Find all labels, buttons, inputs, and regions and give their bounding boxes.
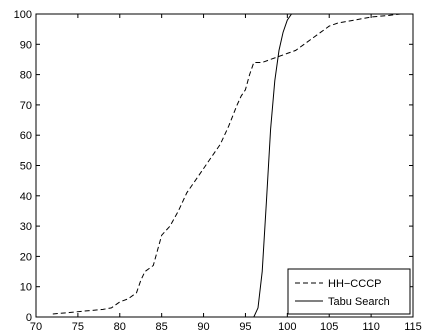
y-tick-label-7: 70	[20, 100, 32, 112]
x-tick-label-8: 110	[362, 321, 380, 333]
x-tick-label-3: 85	[156, 321, 168, 333]
y-tick-label-0: 0	[26, 312, 32, 324]
x-tick-label-9: 115	[404, 321, 422, 333]
plot-area	[52, 13, 401, 318]
y-tick-label-8: 80	[20, 70, 32, 82]
legend: HH−CCCP Tabu Search	[287, 268, 411, 315]
x-tick-label-0: 70	[30, 321, 42, 333]
y-tick-label-4: 40	[20, 191, 32, 203]
legend-label-1: Tabu Search	[328, 296, 390, 308]
legend-box	[287, 268, 411, 315]
x-tick-label-7: 105	[320, 321, 338, 333]
y-tick-label-1: 10	[20, 282, 32, 294]
series-line-0	[52, 13, 401, 315]
series-line-1	[253, 13, 292, 318]
x-tick-label-6: 100	[278, 321, 296, 333]
y-tick-label-9: 90	[20, 39, 32, 51]
x-tick-label-4: 90	[197, 321, 209, 333]
ticks: 70 75 80 85 90 95 100 105 110 115 0 10 20 30 40 50 60 70 8…	[14, 9, 422, 333]
y-tick-label-2: 20	[20, 251, 32, 263]
x-tick-label-2: 80	[114, 321, 126, 333]
y-tick-label-5: 50	[20, 161, 32, 173]
y-tick-label-10: 100	[14, 9, 32, 21]
legend-label-0: HH−CCCP	[328, 278, 381, 290]
x-tick-label-1: 75	[72, 321, 84, 333]
x-tick-label-5: 95	[239, 321, 251, 333]
y-tick-label-6: 60	[20, 130, 32, 142]
y-tick-label-3: 30	[20, 221, 32, 233]
